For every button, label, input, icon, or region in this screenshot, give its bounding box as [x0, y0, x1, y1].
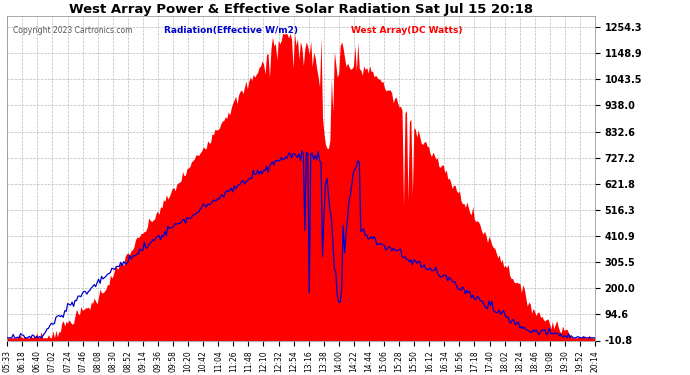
Text: West Array(DC Watts): West Array(DC Watts) [351, 26, 463, 34]
Title: West Array Power & Effective Solar Radiation Sat Jul 15 20:18: West Array Power & Effective Solar Radia… [69, 3, 533, 16]
Text: Radiation(Effective W/m2): Radiation(Effective W/m2) [164, 26, 297, 34]
Text: Copyright 2023 Cartronics.com: Copyright 2023 Cartronics.com [13, 26, 132, 34]
